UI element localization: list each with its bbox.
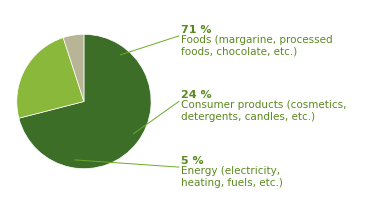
Text: Foods (margarine, processed
foods, chocolate, etc.): Foods (margarine, processed foods, choco… [181, 35, 332, 56]
Text: Energy (electricity,
heating, fuels, etc.): Energy (electricity, heating, fuels, etc… [181, 165, 283, 187]
Wedge shape [63, 35, 84, 102]
Text: 71 %: 71 % [181, 25, 211, 35]
Text: 24 %: 24 % [181, 90, 211, 100]
Wedge shape [17, 38, 84, 119]
Text: 5 %: 5 % [181, 155, 203, 165]
Text: Consumer products (cosmetics,
detergents, candles, etc.): Consumer products (cosmetics, detergents… [181, 100, 346, 121]
Wedge shape [19, 35, 151, 169]
